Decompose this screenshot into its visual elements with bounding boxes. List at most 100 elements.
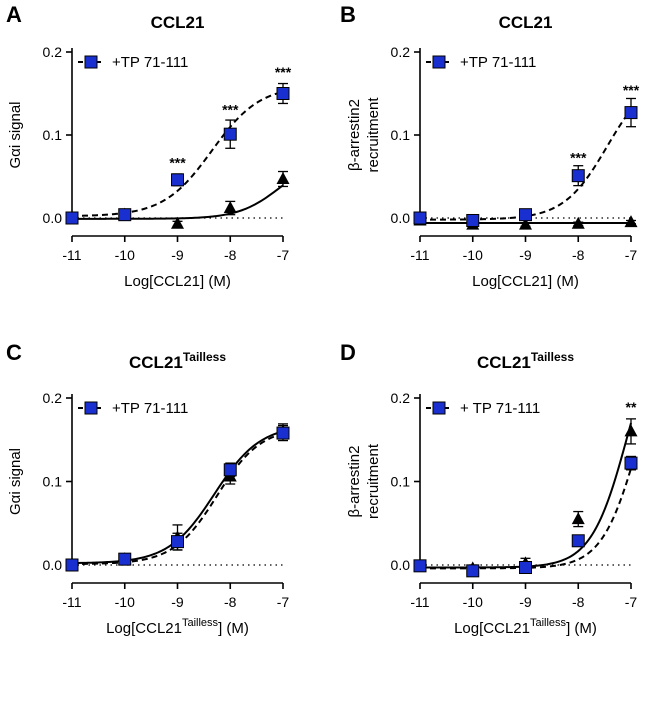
x-tick-label: -8 [572,594,585,610]
data-point [466,564,480,578]
y-axis-label: Gαi signal [7,101,24,168]
chart-title: CCL21 [151,13,205,32]
x-tick-label: -11 [62,247,81,263]
data-point [171,535,184,549]
legend-label: + TP 71-111 [460,400,540,417]
panel-letter: A [6,2,22,27]
x-axis-label-superscript: Tailless [182,617,219,629]
significance-label: ** [626,399,637,415]
x-tick-label: -9 [519,247,532,263]
chart-title-text: CCL21 [129,353,183,372]
x-axis-label-post: ] (M) [548,273,579,290]
y-tick-label: 0.0 [43,557,63,573]
x-tick-label: -9 [519,594,532,610]
x-tick-label: -8 [224,247,237,263]
data-point [571,534,585,548]
x-tick-label: -9 [171,247,184,263]
x-tick-label: -7 [277,247,290,263]
x-axis-label: Log[CCL21] (M) [124,273,231,290]
chart-title-superscript: Tailless [183,350,226,364]
y-tick-label: 0.0 [391,210,411,226]
x-tick-label: -10 [463,594,483,610]
panel-a: A CCL21 0.0 0.1 0.2 -11 -10 -9 -8 -7 Log[CCL21] (M… [6,2,292,290]
y-tick-label: 0.0 [43,210,63,226]
legend-marker [84,401,98,415]
panel-letter: B [340,2,356,27]
chart-title: CCL21Tailless [129,350,226,372]
series-tp71-111 [65,82,290,225]
y-tick-label: 0.1 [43,127,63,143]
x-tick-label: -11 [62,594,81,610]
series-tp71-111 [65,424,290,572]
chart-title: CCL21 [499,13,553,32]
x-axis-label-pre: Log[CCL21 [106,620,182,637]
data-point [624,456,638,470]
series-ccl21 [413,418,638,574]
x-axis-label: Log[CCL21Tailless] (M) [106,617,249,637]
data-point [276,171,290,184]
panel-b: B CCL21 0.0 0.1 0.2 -11 -10 -9 -8 -7 Log[CCL21] (M… [340,2,640,290]
data-point [276,87,290,100]
significance-label: *** [623,82,640,98]
x-tick-label: -8 [572,247,585,263]
x-axis-label-post: ] (M) [218,620,249,637]
significance-label: *** [275,64,292,80]
fit-curve [71,90,284,217]
data-point [519,561,532,575]
data-point [118,208,132,222]
significance-label: *** [169,154,186,170]
x-axis-label-post: ] (M) [200,273,231,290]
x-tick-label: -10 [463,247,483,263]
data-point [223,463,237,477]
chart-title-text: CCL21 [477,353,531,372]
x-axis-label: Log[CCL21] (M) [472,273,579,290]
data-point [571,512,585,525]
x-axis-label-superscript: Tailless [530,617,567,629]
data-point [65,558,79,572]
data-point [624,106,638,120]
data-point [171,216,184,229]
y-tick-label: 0.2 [391,44,411,60]
data-point [624,424,638,437]
data-point [413,559,427,573]
x-axis-label-pre: Log[CCL21 [472,273,548,290]
chart-title-text: CCL21 [499,13,553,32]
panel-letter: D [340,340,356,365]
x-tick-label: -9 [171,594,184,610]
x-tick-label: -7 [625,247,638,263]
fit-curve [420,109,632,221]
series-tp71-111 [413,455,638,578]
y-axis-label: β-arrestin2 [346,99,363,171]
fit-curve [420,422,632,569]
legend-label: +TP 71-111 [112,54,188,71]
data-point [519,208,532,222]
legend-label: +TP 71-111 [460,54,536,71]
fit-curve [71,432,284,565]
data-point [276,426,290,440]
y-tick-label: 0.1 [43,474,63,490]
legend-label: +TP 71-111 [112,400,188,417]
legend-marker [432,401,446,415]
y-tick-label: 0.2 [43,44,63,60]
chart-title: CCL21Tailless [477,350,574,372]
chart-title-text: CCL21 [151,13,205,32]
x-tick-label: -10 [115,247,135,263]
y-tick-label: 0.2 [391,390,411,406]
series-tp71-111 [413,97,638,227]
data-point [171,173,184,187]
legend-marker [432,55,446,69]
x-tick-label: -10 [115,594,135,610]
y-axis-label: Gαi signal [7,448,24,515]
data-point [466,213,480,227]
x-axis-label-pre: Log[CCL21 [124,273,200,290]
fit-curve [420,468,632,570]
x-tick-label: -8 [224,594,237,610]
data-point [413,211,427,225]
data-point [624,215,638,228]
data-point [571,216,585,229]
panel-letter: C [6,340,22,365]
x-axis-label-post: ] (M) [566,620,597,637]
y-tick-label: 0.0 [391,557,411,573]
